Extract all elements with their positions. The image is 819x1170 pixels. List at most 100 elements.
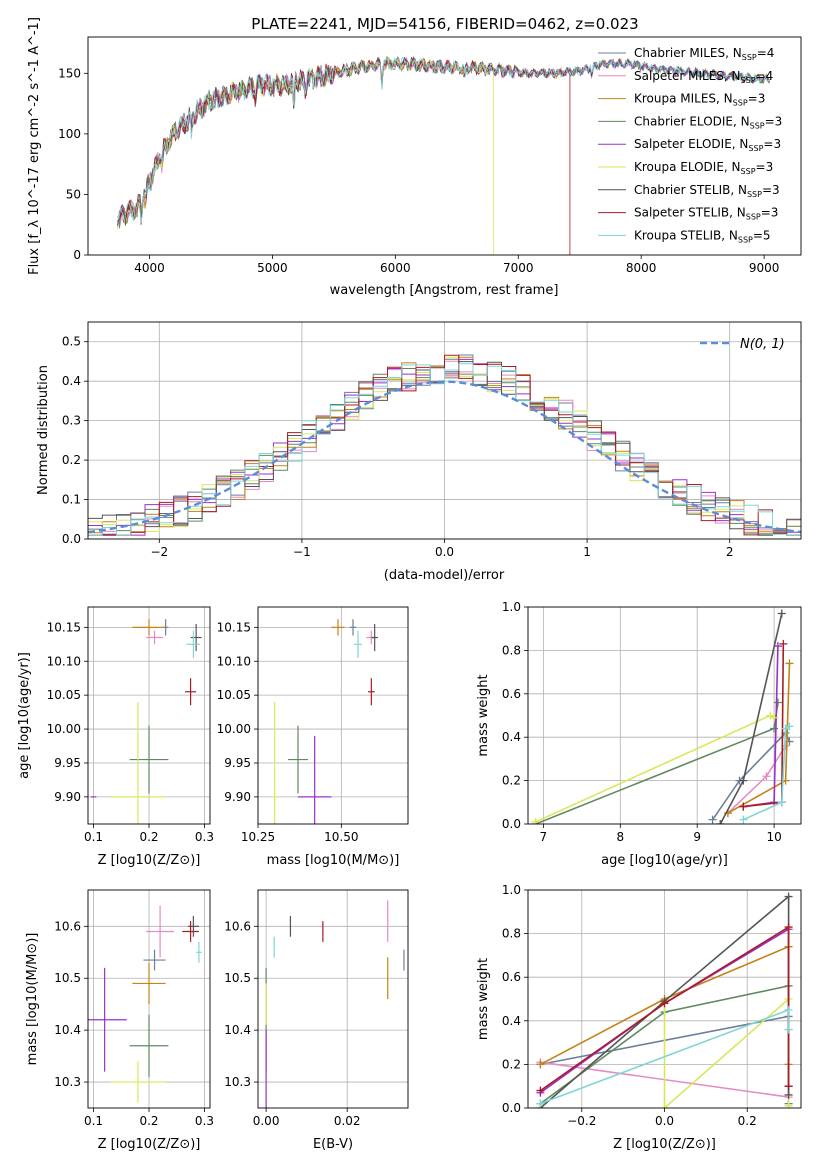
x-tick-label: 0.02 [334,1114,361,1128]
x-tick-label: 1 [583,545,591,559]
x-axis-label: Z [log10(Z/Z⊙)] [613,1137,716,1152]
legend-entry: Kroupa ELODIE, NSSP=3 [634,160,773,176]
x-tick-label: −2 [150,545,168,559]
x-tick-label: 0.1 [84,830,103,844]
y-tick-label: 10.4 [224,1023,251,1037]
y-tick-label: 0.0 [502,817,521,831]
errorbar-point [288,725,308,794]
y-tick-label: 50 [66,187,81,201]
y-axis-label: mass weight [476,674,491,756]
x-tick-label: 0.0 [435,545,454,559]
y-tick-label: 9.90 [54,790,81,804]
weight-line [535,714,775,823]
weight-marker [739,776,748,785]
errorbar-point [186,630,201,658]
weight-marker [779,639,788,648]
weight-marker [777,798,786,807]
weight-marker [536,1086,545,1095]
axes-frame [527,606,802,825]
y-tick-label: 10.5 [54,971,81,985]
errorbar-point [88,967,127,1072]
y-tick-label: 100 [58,127,81,141]
weight-marker [784,1005,793,1014]
y-tick-label: 0.2 [62,453,81,467]
y-tick-label: 0.3 [62,414,81,428]
errorbar-point [354,630,362,658]
y-tick-label: 0.4 [502,730,521,744]
spectrum-legend: Chabrier MILES, NSSP=4 Salpeter MILES, NS… [598,46,782,244]
errorbar-point [132,619,166,636]
y-tick-label: 0.8 [502,643,521,657]
y-tick-label: 0.8 [502,927,521,941]
y-tick-label: 1.0 [502,883,521,897]
x-tick-label: 10 [766,830,781,844]
y-tick-label: 10.3 [224,1075,251,1089]
y-tick-label: 10.15 [47,620,81,634]
x-axis-label: (data-model)/error [384,568,505,583]
plot-area-spectrum [117,55,770,255]
x-tick-label: 10.25 [241,830,275,844]
legend-entry: Kroupa STELIB, NSSP=5 [634,228,771,244]
y-tick-label: 10.10 [217,654,251,668]
y-tick-label: 10.4 [54,1023,81,1037]
y-axis-label: mass [log10(M/M⊙)] [25,933,40,1066]
errorbar-point [129,725,169,794]
legend-entry: Chabrier ELODIE, NSSP=3 [634,114,782,130]
y-tick-label: 10.3 [54,1075,81,1089]
x-axis-label: E(B-V) [313,1137,353,1152]
y-tick-label: 0.6 [502,687,521,701]
x-tick-label: 5000 [257,261,288,275]
y-axis-label: Normed distribution [36,365,51,495]
x-axis-label: Z [log10(Z/Z⊙)] [98,853,201,868]
errorbar-point [371,623,378,652]
x-axis-label: Z [log10(Z/Z⊙)] [98,1137,201,1152]
weight-marker [784,1082,793,1091]
y-tick-label: 9.95 [224,756,251,770]
plot-area-weight_vs_age [528,607,801,824]
weight-line [742,725,790,821]
errorbar-point [368,678,375,706]
y-axis-label: age [log10(age/yr)] [17,652,32,779]
y-tick-label: 0.5 [62,335,81,349]
weight-marker [784,1025,793,1034]
legend-entry: Kroupa MILES, NSSP=3 [634,92,765,108]
panel-weight_vs_Z: −0.2 0.0 0.2 0.0 0.2 0.4 0.6 0.8 1.0 Z [log10(Z/Z… [476,883,802,1152]
weight-marker [785,659,794,668]
axes-frame [257,889,409,1109]
legend-entry: Chabrier MILES, NSSP=4 [634,46,774,62]
y-tick-label: 10.00 [47,722,81,736]
figure-title: PLATE=2241, MJD=54156, FIBERID=0462, z=0… [251,15,638,33]
y-tick-label: 9.95 [54,756,81,770]
spectrum-line [117,56,770,223]
y-tick-label: 0.4 [502,1014,521,1028]
x-tick-label: −1 [293,545,311,559]
x-tick-label: 7000 [503,261,534,275]
errorbar-point [143,949,166,971]
y-tick-label: 10.6 [54,919,81,933]
gaussian-curve [88,380,801,534]
y-tick-label: 0.0 [502,1101,521,1115]
errorbar-point [146,905,174,958]
errorbar-point [185,678,197,706]
y-tick-label: 10.00 [217,722,251,736]
plot-area-mass_vs_ebv [258,890,408,1108]
axes-frame [87,889,211,1109]
y-axis-label: Flux [f_λ 10^-17 erg cm^-2 s^-1 A^-1] [27,17,42,275]
panel-mass_vs_Z: 0.1 0.2 0.3 10.3 10.4 10.5 10.6 Z [log10(Z/Z⊙)]… [25,889,214,1152]
x-axis-label: mass [log10(M/M⊙)] [267,853,400,868]
weight-marker [739,802,748,811]
weight-marker [660,999,669,1008]
weight-marker [762,772,771,781]
panel-spectrum: 4000 5000 6000 7000 8000 9000 0 50 100 150 Chabrie… [27,17,802,298]
weight-marker [784,923,793,932]
errorbar-point [132,962,166,1005]
x-tick-label: −0.2 [567,1114,596,1128]
x-tick-label: 8 [616,830,624,844]
x-tick-label: 0.1 [84,1114,103,1128]
plot-area-mass_vs_Z [88,890,210,1108]
weight-marker [536,1099,545,1108]
x-tick-label: 9000 [749,261,780,275]
y-tick-label: 0.1 [62,493,81,507]
axes-frame [87,36,802,256]
weight-marker [739,815,748,824]
